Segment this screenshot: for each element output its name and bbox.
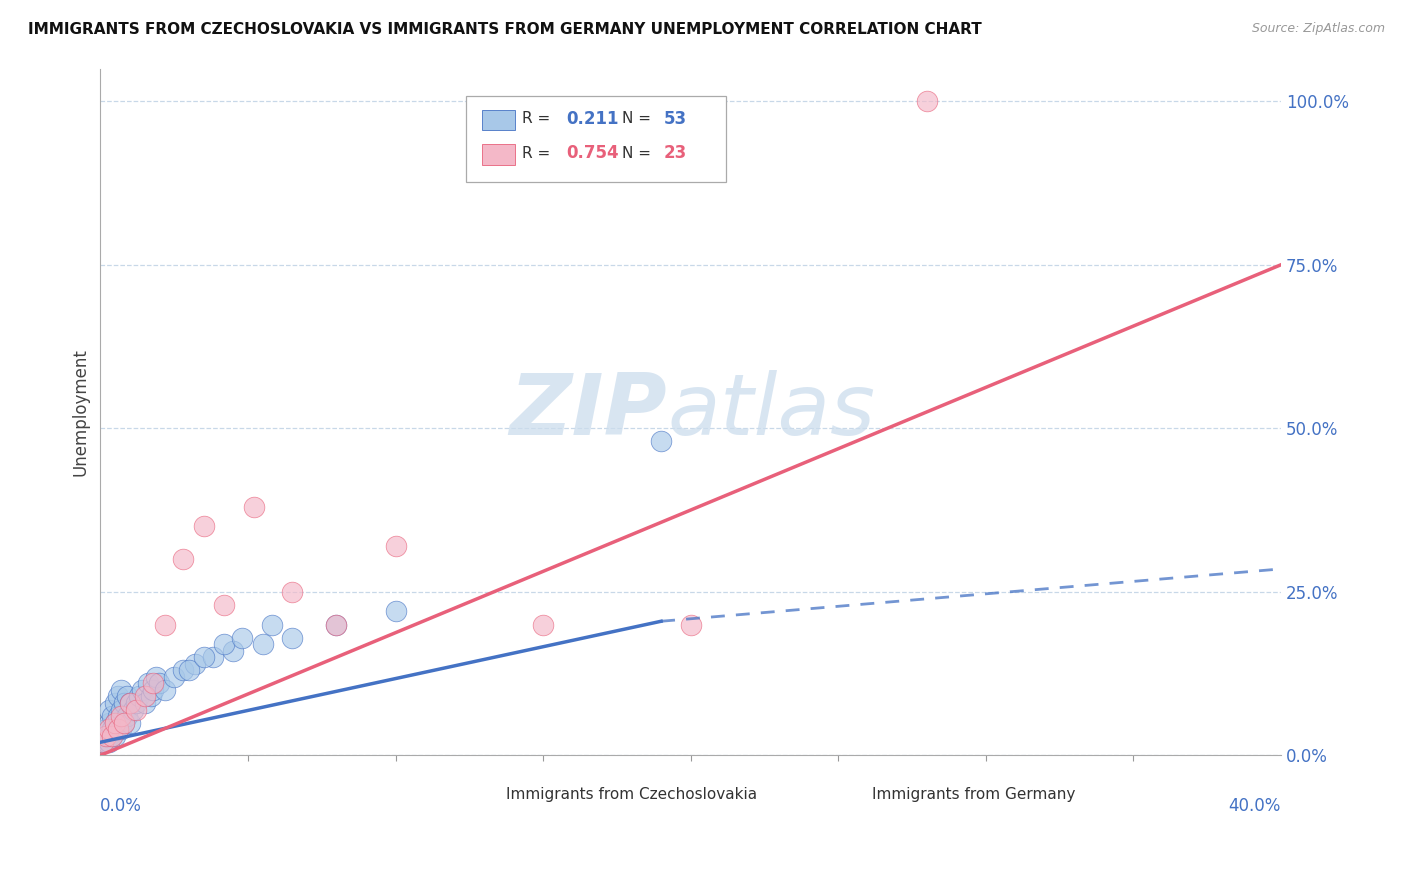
Point [281,631,304,645]
Point [128,690,150,704]
Point [148,676,170,690]
Point [121,702,143,716]
Point [104,715,127,730]
Text: Immigrants from Czechoslovakia: Immigrants from Czechoslovakia [506,787,758,802]
Point [107,709,129,723]
Point [91,735,114,749]
Point [193,519,215,533]
Point [101,722,124,736]
Point [650,434,672,449]
Text: R =: R = [522,112,550,126]
Point [96,729,118,743]
Point [115,709,138,723]
Point [107,690,129,704]
Point [145,670,167,684]
Point [142,676,165,690]
Point [91,735,114,749]
Text: Immigrants from Germany: Immigrants from Germany [873,787,1076,802]
Text: 40.0%: 40.0% [1229,797,1281,814]
Point [252,637,274,651]
Point [139,690,162,704]
Point [231,631,253,645]
Text: 53: 53 [664,110,686,128]
Point [155,682,177,697]
Point [325,617,347,632]
FancyBboxPatch shape [467,786,496,805]
Point [104,696,127,710]
Point [172,552,194,566]
Point [125,696,148,710]
Text: IMMIGRANTS FROM CZECHOSLOVAKIA VS IMMIGRANTS FROM GERMANY UNEMPLOYMENT CORRELATI: IMMIGRANTS FROM CZECHOSLOVAKIA VS IMMIGR… [28,22,981,37]
Point [101,709,124,723]
Text: 23: 23 [664,144,686,162]
Point [193,650,215,665]
Point [110,702,132,716]
Point [110,682,132,697]
Point [91,729,114,743]
Text: 0.211: 0.211 [567,110,619,128]
Point [110,722,132,736]
Point [112,715,135,730]
Text: 0.0%: 0.0% [100,797,142,814]
Point [118,696,141,710]
Point [163,670,186,684]
Point [384,604,406,618]
Point [118,696,141,710]
Point [115,690,138,704]
Point [172,663,194,677]
Point [155,617,177,632]
Y-axis label: Unemployment: Unemployment [72,348,89,475]
Point [118,715,141,730]
Point [915,94,938,108]
Point [98,735,121,749]
Point [184,657,207,671]
Point [260,617,283,632]
Point [98,715,121,730]
Point [98,722,121,736]
Point [112,696,135,710]
Point [384,539,406,553]
Point [101,729,124,743]
Text: N =: N = [623,112,651,126]
FancyBboxPatch shape [482,110,515,130]
Text: 0.754: 0.754 [567,144,619,162]
Point [214,598,236,612]
Point [98,702,121,716]
Point [96,735,118,749]
Point [531,617,554,632]
FancyBboxPatch shape [467,96,725,182]
Text: ZIP: ZIP [509,370,666,453]
FancyBboxPatch shape [482,145,515,165]
Point [177,663,200,677]
Point [134,696,156,710]
Point [107,722,129,736]
Point [96,722,118,736]
Point [107,722,129,736]
Point [142,682,165,697]
Point [104,729,127,743]
Point [201,650,224,665]
Point [98,729,121,743]
Text: atlas: atlas [666,370,875,453]
Point [104,715,127,730]
Point [281,584,304,599]
FancyBboxPatch shape [832,786,862,805]
Point [222,643,245,657]
Point [325,617,347,632]
Point [679,617,702,632]
Text: N =: N = [623,145,651,161]
Point [125,702,148,716]
Point [214,637,236,651]
Point [112,715,135,730]
Point [101,729,124,743]
Point [96,729,118,743]
Text: Source: ZipAtlas.com: Source: ZipAtlas.com [1251,22,1385,36]
Point [110,709,132,723]
Point [243,500,266,514]
Point [136,676,159,690]
Text: R =: R = [522,145,550,161]
Point [134,690,156,704]
Point [131,682,153,697]
